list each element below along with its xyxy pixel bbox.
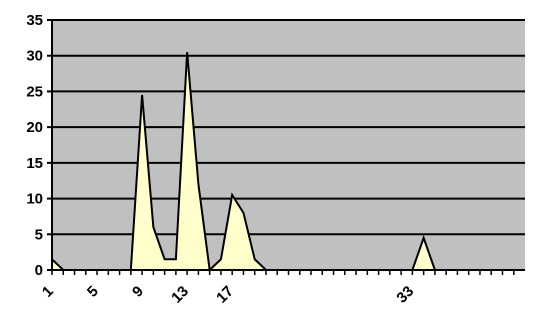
x-tick-labels: 1 5 9 13 17 33 bbox=[39, 283, 417, 307]
axes bbox=[47, 19, 525, 275]
y-tick-label-25: 25 bbox=[26, 83, 43, 100]
plot-area bbox=[52, 20, 525, 270]
gridlines bbox=[52, 19, 525, 236]
x-tick-label-13: 13 bbox=[168, 283, 192, 307]
y-tick-label-0: 0 bbox=[35, 262, 43, 279]
y-tick-label-15: 15 bbox=[26, 155, 43, 172]
x-tick-label-9: 9 bbox=[129, 283, 147, 301]
x-tick-label-1: 1 bbox=[39, 283, 57, 301]
x-tick-label-5: 5 bbox=[84, 283, 102, 301]
y-tick-label-10: 10 bbox=[26, 191, 43, 208]
x-tick-label-33: 33 bbox=[393, 283, 417, 307]
y-tick-label-5: 5 bbox=[35, 226, 43, 243]
y-tick-label-20: 20 bbox=[26, 119, 43, 136]
x-tick-label-17: 17 bbox=[213, 283, 237, 307]
y-tick-labels: 0 5 10 15 20 25 30 35 bbox=[26, 12, 43, 279]
y-tick-label-35: 35 bbox=[26, 12, 43, 29]
y-tick-label-30: 30 bbox=[26, 48, 43, 65]
